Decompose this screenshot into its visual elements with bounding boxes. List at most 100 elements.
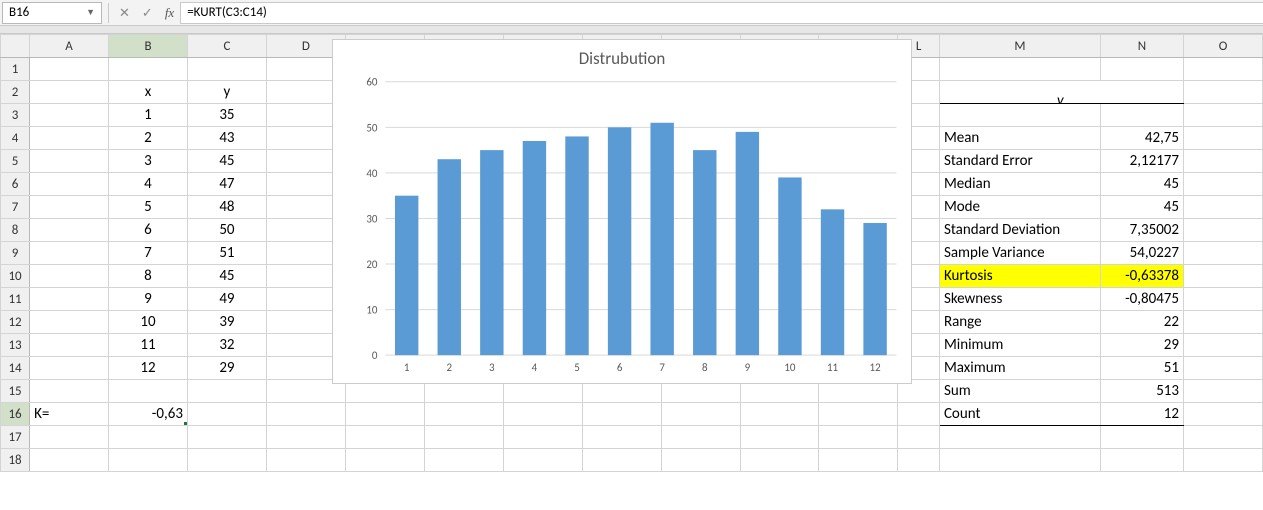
cell[interactable] [187,403,266,426]
cell[interactable] [819,403,898,426]
cell[interactable] [30,104,109,127]
stats-value[interactable]: 51 [1100,357,1183,380]
cell[interactable]: 12 [109,357,188,380]
cell[interactable] [939,426,1100,449]
cell[interactable] [939,58,1100,81]
cell[interactable] [424,426,503,449]
cell[interactable] [1184,58,1263,81]
row-header[interactable]: 15 [1,380,30,403]
cell[interactable] [1184,288,1263,311]
stats-label[interactable]: Standard Error [939,150,1100,173]
row-header[interactable]: 8 [1,219,30,242]
cell[interactable] [939,449,1100,472]
col-header[interactable]: B [109,35,188,58]
col-header[interactable]: N [1100,35,1183,58]
stats-label[interactable]: Skewness [939,288,1100,311]
cell[interactable]: 43 [187,127,266,150]
row-header[interactable]: 13 [1,334,30,357]
stats-label[interactable]: Range [939,311,1100,334]
cell[interactable] [898,403,940,426]
cell[interactable] [109,426,188,449]
cell[interactable]: 45 [187,150,266,173]
cell[interactable]: 45 [187,265,266,288]
cell[interactable] [30,426,109,449]
stats-value[interactable]: 42,75 [1100,127,1183,150]
cell[interactable] [30,311,109,334]
cell[interactable] [187,380,266,403]
selected-cell[interactable]: -0,63 [109,403,188,426]
cell[interactable] [740,449,819,472]
stats-value[interactable]: 22 [1100,311,1183,334]
cell[interactable] [1100,449,1183,472]
cell[interactable] [1184,104,1263,127]
row-header[interactable]: 14 [1,357,30,380]
cell[interactable] [939,104,1100,127]
cell[interactable] [30,127,109,150]
cell[interactable]: 39 [187,311,266,334]
cell[interactable] [1184,311,1263,334]
cell[interactable] [30,196,109,219]
cell[interactable] [30,380,109,403]
stats-value[interactable]: 54,0227 [1100,242,1183,265]
cell[interactable] [266,426,345,449]
stats-value[interactable]: 513 [1100,380,1183,403]
cell[interactable] [582,426,661,449]
cell[interactable]: 51 [187,242,266,265]
stats-label[interactable]: Maximum [939,357,1100,380]
stats-value[interactable]: 29 [1100,334,1183,357]
cell[interactable] [109,449,188,472]
cell[interactable]: 3 [109,150,188,173]
row-header[interactable]: 12 [1,311,30,334]
cell[interactable]: 32 [187,334,266,357]
cell[interactable] [345,426,424,449]
name-box[interactable]: B16 ▼ [2,2,102,24]
cell[interactable] [30,219,109,242]
cell[interactable] [503,426,582,449]
cell[interactable] [30,334,109,357]
row-header[interactable]: 5 [1,150,30,173]
cell[interactable] [898,426,940,449]
cell[interactable] [740,403,819,426]
stats-label[interactable]: Sum [939,380,1100,403]
cell[interactable] [819,449,898,472]
cell[interactable] [1100,81,1183,104]
col-header[interactable]: M [939,35,1100,58]
row-header[interactable]: 3 [1,104,30,127]
cancel-icon[interactable]: ✕ [113,5,136,21]
stats-value[interactable]: 45 [1100,173,1183,196]
cell[interactable] [30,288,109,311]
chart-distribution[interactable]: Distrubution 010203040506012345678910111… [332,39,912,384]
row-header[interactable]: 1 [1,58,30,81]
row-header[interactable]: 16 [1,403,30,426]
cell[interactable]: x [109,81,188,104]
cell[interactable]: 9 [109,288,188,311]
cell[interactable] [1184,150,1263,173]
cell[interactable] [1184,196,1263,219]
cell[interactable] [819,426,898,449]
cell[interactable] [1184,127,1263,150]
stats-label[interactable]: Kurtosis [939,265,1100,288]
stats-value[interactable]: 12 [1100,403,1183,426]
stats-label[interactable]: Mode [939,196,1100,219]
formula-input[interactable]: =KURT(C3:C14) [180,2,1263,24]
stats-value[interactable]: 45 [1100,196,1183,219]
row-header[interactable]: 4 [1,127,30,150]
cell[interactable] [30,58,109,81]
cell[interactable] [1184,334,1263,357]
col-header[interactable]: O [1184,35,1263,58]
cell[interactable] [187,449,266,472]
cell[interactable] [187,58,266,81]
cell[interactable] [661,403,740,426]
stats-value[interactable]: 7,35002 [1100,219,1183,242]
cell[interactable]: 11 [109,334,188,357]
cell[interactable] [582,449,661,472]
stats-value[interactable]: 2,12177 [1100,150,1183,173]
cell[interactable]: 5 [109,196,188,219]
cell[interactable] [1100,426,1183,449]
cell[interactable] [345,403,424,426]
cell[interactable] [424,449,503,472]
cell[interactable] [1184,426,1263,449]
name-box-dropdown-icon[interactable]: ▼ [86,7,95,18]
cell[interactable] [424,403,503,426]
cell[interactable] [266,403,345,426]
